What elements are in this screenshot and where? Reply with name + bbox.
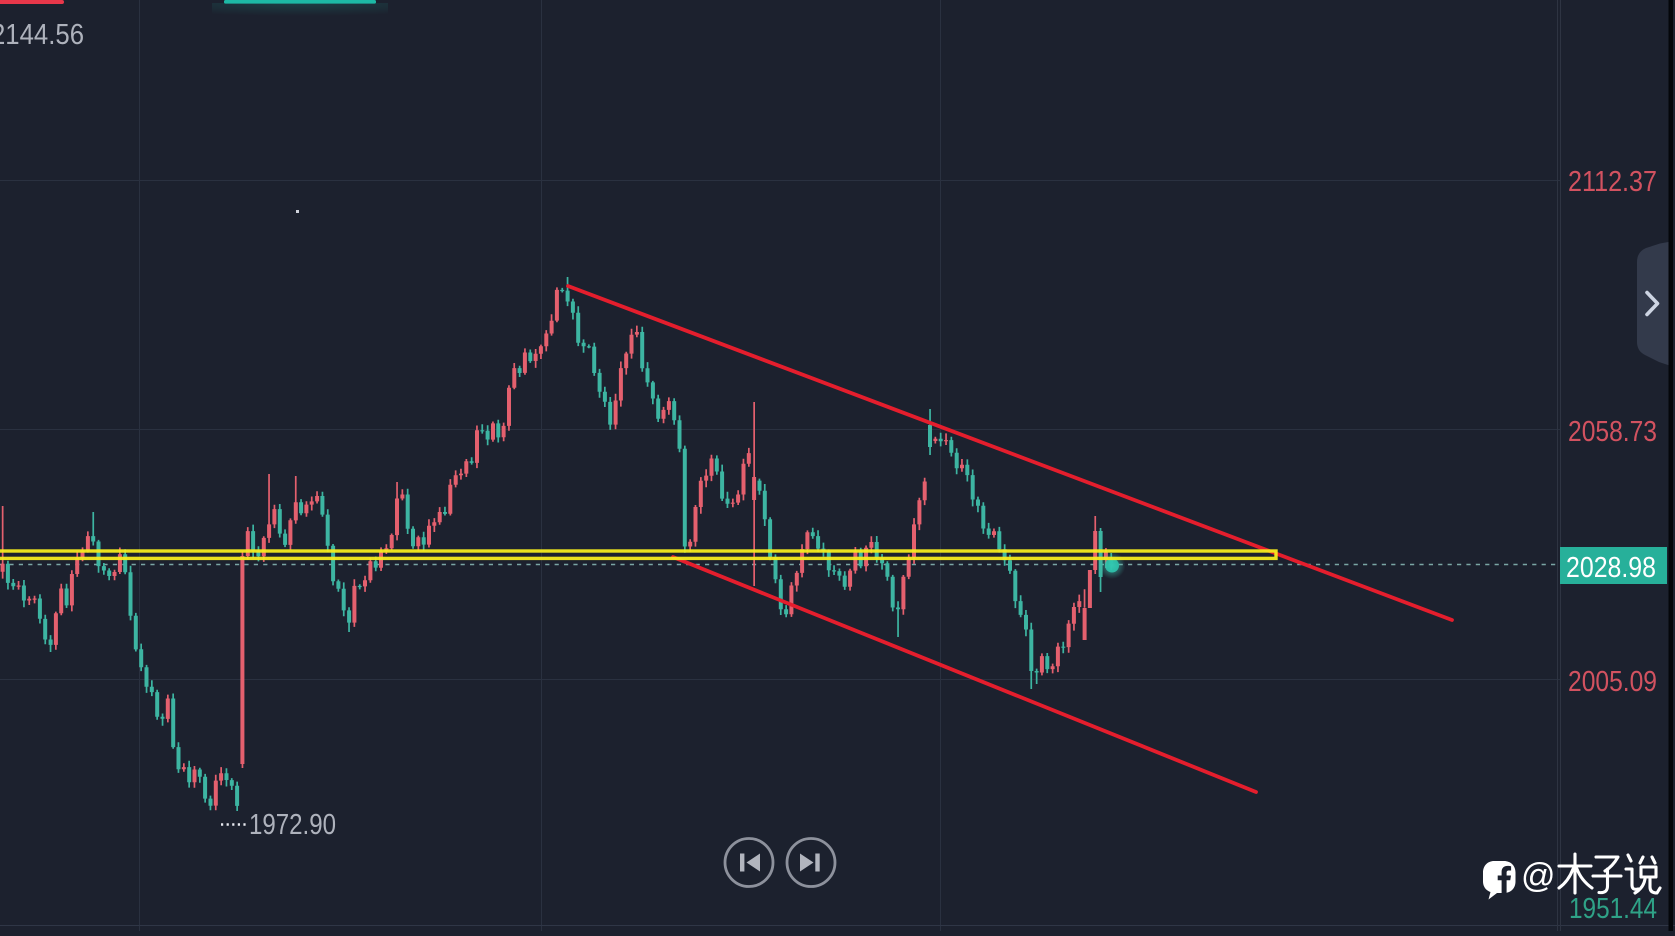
svg-text:2144.56: 2144.56	[0, 19, 84, 51]
svg-text:1951.44: 1951.44	[1569, 893, 1657, 925]
svg-text:2005.09: 2005.09	[1568, 666, 1657, 698]
svg-text:@: @	[1521, 857, 1556, 895]
svg-text:2112.37: 2112.37	[1568, 166, 1657, 198]
svg-text:2058.73: 2058.73	[1568, 416, 1657, 448]
svg-text:2028.98: 2028.98	[1566, 552, 1656, 584]
svg-text:1972.90: 1972.90	[249, 809, 336, 841]
